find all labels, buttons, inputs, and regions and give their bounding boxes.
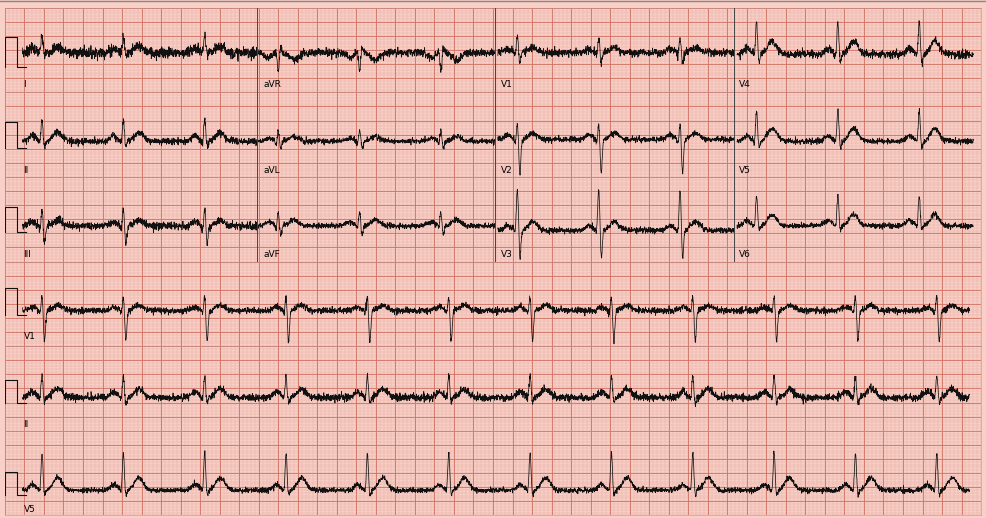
Text: aVR: aVR	[263, 80, 281, 89]
Text: V1: V1	[24, 333, 35, 341]
Text: V5: V5	[739, 166, 751, 175]
Text: I: I	[24, 80, 26, 89]
Text: aVL: aVL	[263, 166, 280, 175]
Text: aVF: aVF	[263, 250, 280, 260]
Text: V2: V2	[501, 166, 513, 175]
Text: II: II	[24, 420, 29, 428]
Text: V1: V1	[501, 80, 513, 89]
Text: V5: V5	[24, 505, 35, 514]
Text: II: II	[24, 166, 29, 175]
Text: V6: V6	[739, 250, 751, 260]
Text: III: III	[24, 250, 32, 260]
Text: V4: V4	[739, 80, 750, 89]
Text: V3: V3	[501, 250, 513, 260]
